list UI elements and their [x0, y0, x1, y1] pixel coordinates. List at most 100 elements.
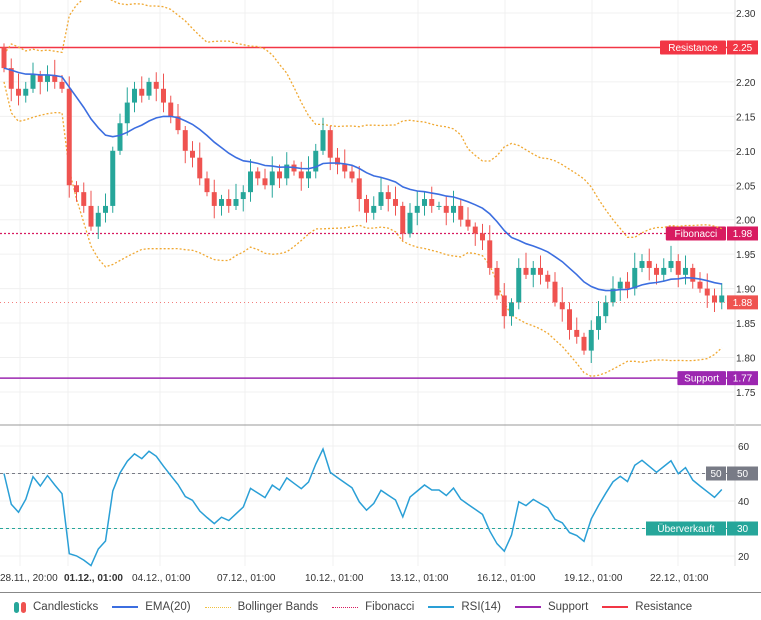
ema-line: [3, 67, 722, 292]
rsi-level-tag: [646, 521, 726, 536]
rsi-level-value: 50: [737, 469, 749, 480]
candle-body: [284, 164, 290, 179]
level-tag-text: Support: [684, 374, 719, 385]
candle-body: [313, 150, 319, 172]
price-tick: 2.30: [736, 9, 756, 20]
price-tick: 1.75: [736, 388, 756, 399]
candle-body: [654, 267, 659, 275]
rsi-tick: 40: [738, 497, 750, 508]
candle-body: [487, 240, 493, 268]
price-tick: 2.20: [736, 78, 756, 89]
candle-body: [719, 295, 725, 303]
candle-body: [277, 171, 282, 179]
candle-body: [581, 336, 587, 351]
candle-body: [356, 178, 362, 200]
price-tick: 2.10: [736, 147, 756, 158]
candle-body: [262, 178, 268, 186]
price-tick: 2.05: [736, 181, 756, 192]
bollinger-lower-line: [3, 81, 723, 378]
rsi-tick: 60: [738, 442, 750, 453]
legend-label: Fibonacci: [365, 601, 415, 613]
candle-body: [95, 212, 101, 227]
candle-body: [574, 329, 580, 337]
candle-body: [603, 302, 609, 317]
candle-body: [146, 81, 152, 96]
level-tag-support: [677, 371, 726, 386]
candle-body: [683, 267, 688, 275]
candle-body: [617, 281, 623, 289]
candle-body: [646, 261, 652, 268]
candle-body: [538, 267, 543, 275]
x-tick: 01.12., 01:00: [64, 573, 123, 584]
candle-body: [349, 171, 355, 179]
candle-body: [269, 171, 275, 186]
candle-body: [632, 267, 638, 289]
candle-body: [414, 205, 420, 213]
candle-body: [458, 205, 464, 220]
candle-body: [306, 171, 311, 179]
candle-body: [175, 116, 181, 131]
candle-body: [465, 219, 471, 227]
x-tick: 28.11., 20:00: [0, 573, 58, 584]
candle-body: [559, 302, 565, 310]
candle-body: [480, 233, 485, 241]
legend-item[interactable]: RSI(14): [428, 601, 501, 613]
candle-body: [342, 164, 348, 172]
rsi-level-value-tag: [727, 521, 758, 536]
legend-item[interactable]: Bollinger Bands: [204, 601, 318, 613]
legend-swatch: [602, 606, 629, 608]
legend-item[interactable]: EMA(20): [112, 601, 191, 613]
x-tick: 07.12., 01:00: [217, 573, 276, 584]
price-tick: 1.95: [736, 250, 756, 261]
bollinger-upper-line: [3, 0, 723, 238]
level-tag-text: Resistance: [668, 43, 718, 54]
candle-body: [255, 171, 261, 179]
level-value-tag: [727, 371, 758, 386]
candle-body: [320, 130, 326, 151]
legend-item[interactable]: Resistance: [602, 601, 692, 613]
candle-body: [436, 205, 442, 207]
legend-item[interactable]: Support: [514, 601, 588, 613]
candle-body: [204, 178, 210, 193]
candle-body: [407, 212, 413, 234]
last-price-tag: [727, 295, 758, 310]
x-tick: 19.12., 01:00: [564, 573, 623, 584]
candle-body: [509, 302, 514, 317]
legend-item[interactable]: Candlesticks: [14, 601, 98, 613]
candle-body: [639, 261, 645, 268]
candle-body: [712, 295, 717, 303]
rsi-level-tag: [706, 466, 726, 481]
candle-body: [530, 267, 536, 275]
candle-body: [429, 199, 435, 206]
trading-chart[interactable]: 2.30 2.20 2.15 2.10 2.05 2.00 1.95 1.90 1.85 1.80…: [0, 0, 761, 592]
candle-body: [1, 47, 7, 69]
legend-label: Resistance: [635, 601, 693, 613]
level-tag-resistance: [660, 40, 726, 55]
legend-swatch: [204, 606, 231, 608]
candle-body: [364, 199, 369, 213]
level-value: 2.25: [733, 43, 753, 54]
legend: Candlesticks EMA(20) Bollinger Bands Fibona…: [0, 592, 761, 620]
rsi-level-tag-text: 50: [710, 469, 722, 480]
candle-body: [675, 261, 681, 275]
candle-body: [52, 75, 58, 82]
price-tick: 2.00: [736, 216, 756, 227]
price-tick: 1.90: [736, 285, 756, 296]
candle-body: [625, 281, 630, 289]
rsi-level-value-tag: [727, 466, 758, 481]
last-price-value: 1.88: [733, 298, 753, 309]
rsi-tick: 20: [738, 552, 750, 563]
legend-label: Candlesticks: [33, 601, 99, 613]
candle-body: [182, 130, 188, 151]
price-tick: 2.15: [736, 112, 756, 123]
candle-body: [668, 261, 674, 268]
x-tick: 16.12., 01:00: [477, 573, 536, 584]
candle-body: [385, 192, 391, 200]
legend-item[interactable]: Fibonacci: [332, 601, 414, 613]
candle-body: [139, 88, 145, 96]
candle-body: [248, 171, 253, 193]
candle-body: [472, 226, 478, 234]
candle-body: [45, 75, 50, 82]
candle-body: [88, 205, 94, 227]
